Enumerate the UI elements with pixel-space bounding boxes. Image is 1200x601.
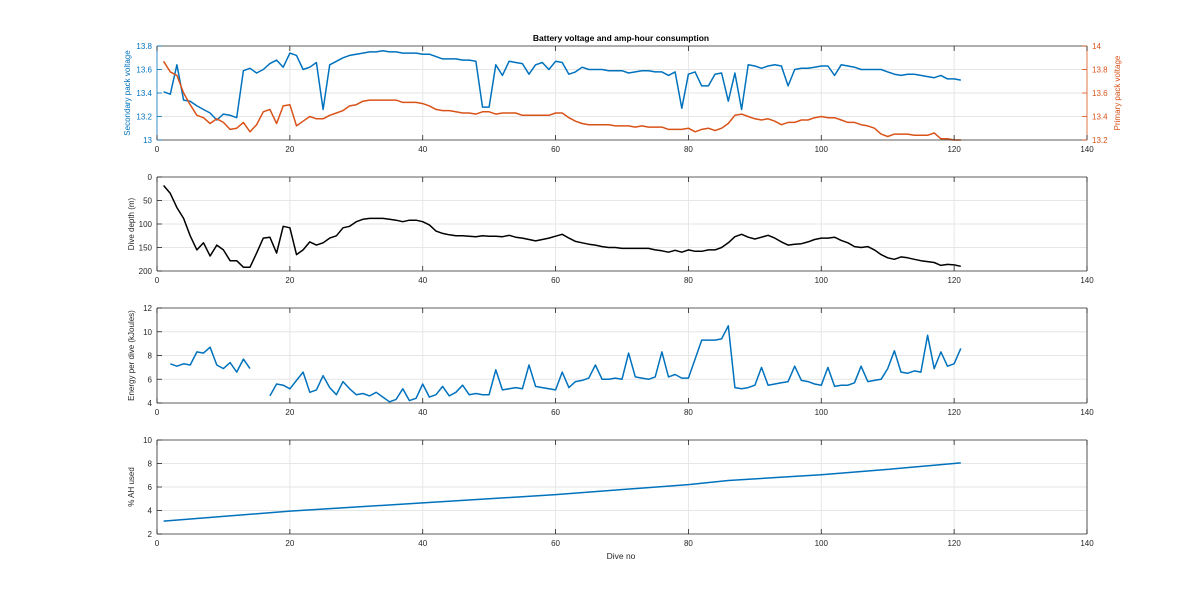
x-tick-label: 100 [815, 276, 829, 285]
y-right-axis-label: Primary pack voltage [1113, 55, 1122, 130]
y-tick-label: 12 [143, 304, 152, 313]
y-tick-label: 150 [139, 244, 153, 253]
y-tick-label: 8 [148, 460, 153, 469]
x-tick-label: 140 [1080, 145, 1094, 154]
y-tick-label: 10 [143, 328, 152, 337]
y-tick-label: 50 [143, 197, 152, 206]
y-axis-label: Secondary pack voltage [123, 50, 132, 136]
x-tick-label: 120 [947, 408, 961, 417]
x-tick-label: 40 [418, 145, 427, 154]
subplot-3: 0 20 40 60 80 100 120 140 4 6 8 10 12 Energy per dive… [127, 304, 1094, 417]
y-tick-label: 6 [148, 483, 153, 492]
x-tick-label: 20 [285, 276, 294, 285]
x-tick-label: 140 [1080, 539, 1094, 548]
y-axis-label: Energy per dive (kJoules) [127, 310, 136, 401]
x-tick-label: 100 [815, 539, 829, 548]
y-tick-label: 0 [148, 173, 153, 182]
y-axis-label: % AH used [127, 467, 136, 507]
x-tick-label: 60 [551, 276, 560, 285]
subplots: 0 20 40 60 80 100 120 1401313.213.413.613.8Seco… [123, 42, 1122, 548]
y-tick-label: 13.6 [136, 66, 152, 75]
x-tick-label: 0 [155, 276, 160, 285]
y-tick-label: 13.8 [136, 42, 152, 51]
subplot-2: 0 20 40 60 80 100 120 140 0 50 100 150 200 Dive depth… [127, 173, 1094, 285]
series-line-1 [163, 49, 961, 121]
subplot-4: 0 20 40 60 80 100 120 140 2 4 6 8 10 % AH used [127, 436, 1094, 548]
series-line-1 [170, 325, 962, 403]
x-tick-label: 0 [155, 145, 160, 154]
y-tick-label: 4 [148, 399, 153, 408]
y-tick-label: 13 [143, 136, 152, 145]
x-tick-label: 80 [684, 276, 693, 285]
x-tick-label: 120 [947, 276, 961, 285]
y-tick-label: 6 [148, 375, 153, 384]
y-right-tick-label: 14 [1092, 42, 1101, 51]
y-tick-label: 13.4 [136, 89, 152, 98]
series-line-1 [163, 185, 961, 268]
y-tick-label: 8 [148, 352, 153, 361]
y-axis-label: Dive depth (m) [127, 197, 136, 250]
y-tick-label: 100 [139, 220, 153, 229]
y-right-tick-label: 13.2 [1092, 136, 1108, 145]
series-line-2 [162, 60, 961, 141]
x-tick-label: 20 [285, 539, 294, 548]
x-tick-label: 40 [418, 408, 427, 417]
series-line-1 [163, 462, 961, 522]
y-tick-label: 4 [148, 507, 153, 516]
x-axis-label: Dive no [607, 551, 636, 561]
y-right-tick-label: 13.6 [1092, 89, 1108, 98]
x-tick-label: 60 [551, 539, 560, 548]
figure-title: Battery voltage and amp-hour consumption [533, 33, 709, 43]
x-tick-label: 40 [418, 276, 427, 285]
x-tick-label: 140 [1080, 276, 1094, 285]
y-tick-label: 10 [143, 436, 152, 445]
x-tick-label: 0 [155, 539, 160, 548]
x-tick-label: 120 [947, 539, 961, 548]
x-tick-label: 80 [684, 145, 693, 154]
x-tick-label: 100 [815, 145, 829, 154]
x-tick-label: 20 [285, 145, 294, 154]
y-tick-label: 2 [148, 530, 153, 539]
y-right-tick-label: 13.8 [1092, 66, 1108, 75]
x-tick-label: 0 [155, 408, 160, 417]
x-tick-label: 60 [551, 408, 560, 417]
subplot-1: 0 20 40 60 80 100 120 140 13 13.2 13.4 13.6 13.8 Seco… [123, 42, 1122, 154]
y-right-tick-label: 13.4 [1092, 113, 1108, 122]
x-tick-label: 60 [551, 145, 560, 154]
x-tick-label: 100 [815, 408, 829, 417]
y-tick-label: 200 [139, 267, 153, 276]
x-tick-label: 40 [418, 539, 427, 548]
x-tick-label: 20 [285, 408, 294, 417]
x-tick-label: 120 [947, 145, 961, 154]
x-tick-label: 80 [684, 408, 693, 417]
x-tick-label: 80 [684, 539, 693, 548]
y-tick-label: 13.2 [136, 113, 152, 122]
x-tick-label: 140 [1080, 408, 1094, 417]
